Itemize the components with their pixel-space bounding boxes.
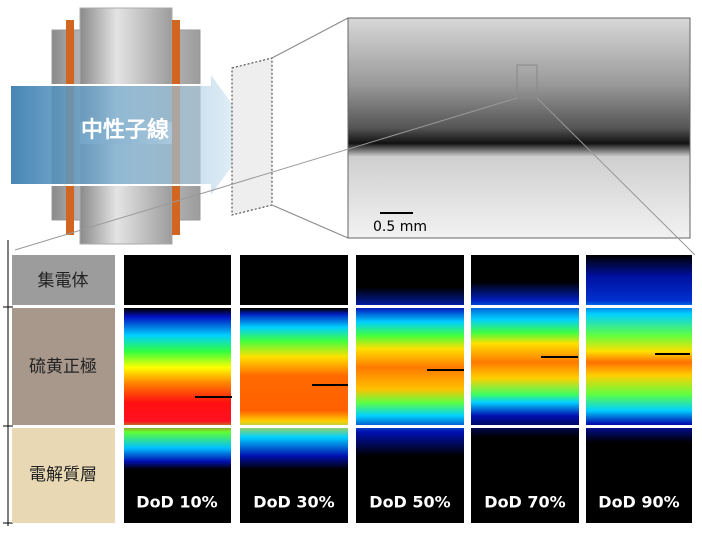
micrograph bbox=[347, 17, 691, 239]
layer-current-collector bbox=[12, 255, 115, 305]
layer-label: 電解質層 bbox=[29, 465, 97, 485]
panel-label: DoD 70% bbox=[484, 493, 565, 512]
layer-label: 硫黄正極 bbox=[29, 357, 97, 377]
heatmap bbox=[586, 255, 692, 523]
panel-label: DoD 30% bbox=[253, 493, 334, 512]
interface-line bbox=[120, 305, 695, 308]
layer-electrolyte bbox=[12, 428, 115, 523]
interface-line bbox=[120, 425, 695, 428]
heatmap bbox=[356, 255, 464, 523]
panel-label: DoD 90% bbox=[598, 493, 679, 512]
heatmap bbox=[124, 255, 231, 523]
panel-label: DoD 10% bbox=[136, 493, 217, 512]
scale-label: 0.5 mm bbox=[373, 219, 427, 235]
panels: DoD 10% DoD 30% DoD 50% DoD 70% DoD 90% bbox=[120, 255, 695, 523]
layer-label: 集電体 bbox=[38, 271, 89, 291]
zoom-line bbox=[14, 97, 518, 251]
slice-plane bbox=[231, 57, 273, 216]
zoom-line bbox=[536, 97, 696, 256]
projection-line bbox=[271, 17, 349, 59]
panel-label: DoD 50% bbox=[369, 493, 450, 512]
layer-cathode bbox=[12, 308, 115, 425]
heatmap bbox=[471, 255, 579, 523]
projection-line bbox=[271, 204, 349, 239]
beam-label: 中性子線 bbox=[81, 117, 169, 143]
heatmap bbox=[240, 255, 348, 523]
zoom-box bbox=[516, 64, 538, 99]
